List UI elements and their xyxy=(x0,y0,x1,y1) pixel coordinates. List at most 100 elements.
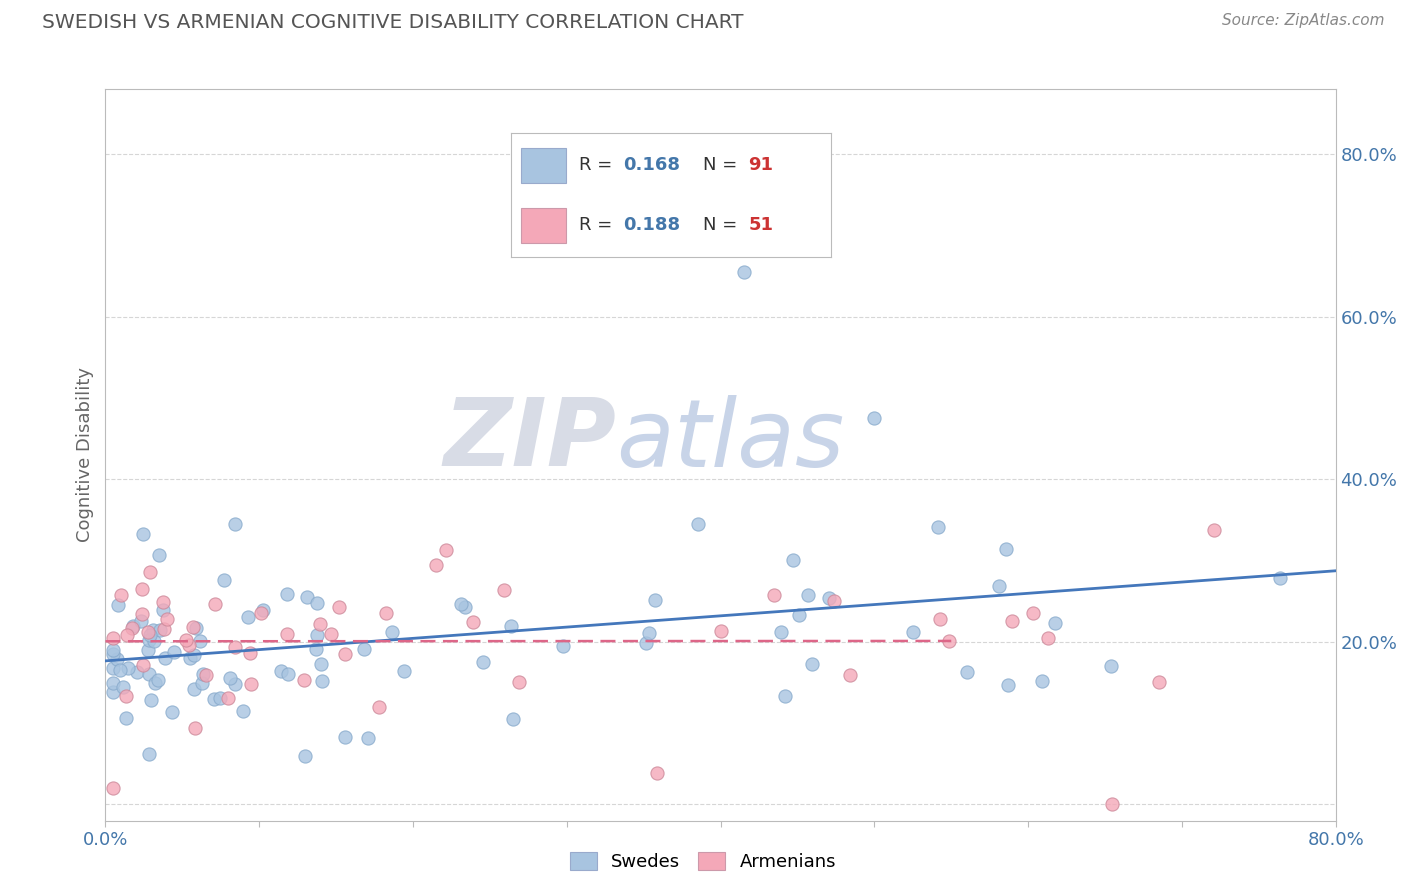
Point xyxy=(801,657,824,671)
Point xyxy=(311,674,333,689)
Point xyxy=(276,627,298,641)
Point xyxy=(101,780,124,795)
Point xyxy=(454,599,477,614)
Point xyxy=(153,651,176,665)
Text: atlas: atlas xyxy=(616,395,844,486)
Point xyxy=(309,616,332,631)
Point xyxy=(156,611,179,625)
Point xyxy=(114,711,136,725)
Point xyxy=(928,612,950,626)
Point xyxy=(183,682,205,697)
Point xyxy=(357,731,380,745)
Point xyxy=(236,609,259,624)
Point xyxy=(110,663,132,677)
Point xyxy=(138,633,160,648)
Point xyxy=(551,639,574,653)
Point xyxy=(202,692,225,706)
Point xyxy=(295,590,318,604)
Point xyxy=(294,749,316,764)
Point xyxy=(132,658,155,673)
Legend: Swedes, Armenians: Swedes, Armenians xyxy=(562,845,844,879)
Point xyxy=(863,411,886,425)
Point xyxy=(188,634,211,648)
Point xyxy=(499,618,522,632)
Point xyxy=(117,661,139,675)
Point xyxy=(328,599,350,614)
Point xyxy=(775,689,797,703)
Y-axis label: Cognitive Disability: Cognitive Disability xyxy=(76,368,94,542)
Point xyxy=(136,624,159,639)
Point xyxy=(502,712,524,726)
Point xyxy=(183,620,205,634)
Text: Source: ZipAtlas.com: Source: ZipAtlas.com xyxy=(1222,13,1385,29)
Point xyxy=(309,657,332,672)
Point xyxy=(1022,606,1045,620)
Point xyxy=(115,689,138,703)
Point xyxy=(292,673,315,687)
Point xyxy=(307,628,329,642)
Point xyxy=(1204,524,1226,538)
Point xyxy=(367,700,389,714)
Point xyxy=(787,607,810,622)
Point xyxy=(105,652,128,666)
Point xyxy=(138,747,160,761)
Point xyxy=(217,691,239,706)
Point xyxy=(224,517,246,532)
Point xyxy=(374,607,396,621)
Point xyxy=(471,656,494,670)
Point xyxy=(190,676,212,690)
Point xyxy=(101,643,124,657)
Point xyxy=(121,621,143,635)
Point xyxy=(142,634,165,648)
Point xyxy=(838,668,860,682)
Point xyxy=(219,671,242,685)
Point xyxy=(270,664,292,678)
Point xyxy=(121,619,143,633)
Point xyxy=(450,597,472,611)
Point xyxy=(305,596,328,610)
Point xyxy=(782,553,804,567)
Point xyxy=(131,607,153,621)
Point xyxy=(434,542,457,557)
Point xyxy=(195,668,218,682)
Point xyxy=(686,516,709,531)
Point xyxy=(335,647,357,661)
Point xyxy=(101,675,124,690)
Point xyxy=(353,642,375,657)
Point xyxy=(101,684,124,698)
Point xyxy=(183,648,205,662)
Point xyxy=(179,651,201,665)
Point xyxy=(1001,614,1024,628)
Point xyxy=(333,730,356,744)
Point xyxy=(1099,659,1122,673)
Point xyxy=(956,665,979,680)
Text: ZIP: ZIP xyxy=(443,394,616,486)
Point xyxy=(129,614,152,628)
Point xyxy=(733,265,755,279)
Point xyxy=(184,721,207,735)
Point xyxy=(1043,616,1066,631)
Point xyxy=(239,647,262,661)
Point xyxy=(762,588,785,602)
Point xyxy=(208,691,231,706)
Point xyxy=(115,628,138,642)
Point xyxy=(319,626,342,640)
Point xyxy=(224,677,246,691)
Point xyxy=(125,665,148,680)
Point xyxy=(769,624,792,639)
Point xyxy=(146,673,169,687)
Point xyxy=(492,582,515,597)
Point xyxy=(994,541,1017,556)
Point xyxy=(139,628,162,642)
Point xyxy=(143,676,166,690)
Point xyxy=(824,594,846,608)
Point xyxy=(110,588,132,602)
Point xyxy=(101,661,124,675)
Point xyxy=(634,636,657,650)
Point xyxy=(153,622,176,636)
Point xyxy=(903,625,925,640)
Point xyxy=(250,606,273,620)
Point xyxy=(276,587,298,601)
Point xyxy=(277,666,299,681)
Point xyxy=(139,565,162,579)
